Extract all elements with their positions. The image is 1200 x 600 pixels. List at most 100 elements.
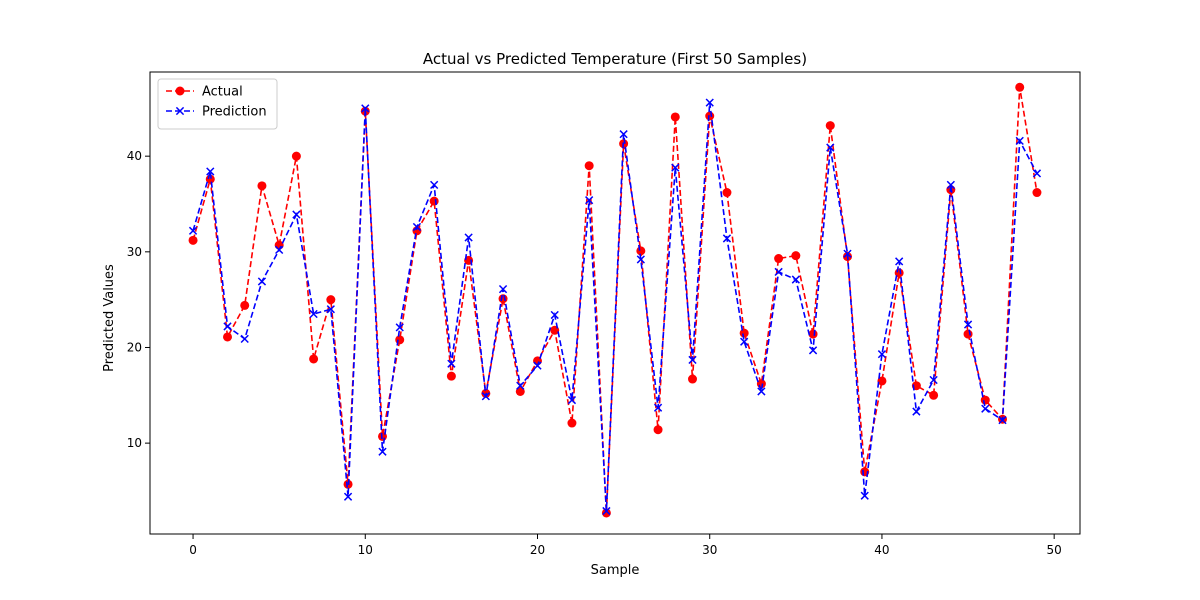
data-point-actual [309,354,319,364]
data-point-prediction [791,275,800,284]
data-point-actual [739,328,749,338]
data-point-prediction [206,167,215,176]
data-point-prediction [963,320,973,329]
x-tick-label: 50 [1047,543,1062,557]
data-point-prediction [240,334,249,344]
data-point-prediction [843,249,852,258]
data-point-prediction [946,180,955,190]
data-point-actual [825,121,835,131]
data-point-actual [705,111,715,121]
series-line-prediction [192,102,1038,512]
y-axis: 10 20 30 40 [127,149,150,450]
data-point-actual [515,386,525,396]
data-point-prediction [860,491,869,500]
data-point-prediction [929,375,938,385]
data-point-prediction [188,226,198,235]
x-tick-label: 20 [530,543,545,557]
data-point-prediction [671,163,680,172]
data-point-actual [446,371,456,381]
x-axis: 0 10 20 30 40 50 [189,534,1062,557]
data-point-prediction [998,416,1007,425]
data-point-actual [291,151,301,161]
y-axis-title: Predicted Values [102,264,117,372]
data-point-prediction [567,395,577,405]
data-point-prediction [223,322,232,331]
series-prediction [188,98,1042,516]
y-tick-label: 40 [127,149,142,163]
data-point-actual [240,300,250,310]
data-point-actual [498,294,508,304]
x-tick-label: 30 [702,543,717,557]
data-point-prediction [877,350,887,359]
legend-label-prediction: Prediction [202,105,267,120]
data-point-prediction [1032,169,1042,178]
data-point-actual [326,295,336,305]
legend-label-actual: Actual [202,85,243,100]
data-point-actual [584,161,594,171]
data-point-actual [223,332,232,342]
data-point-actual [791,251,801,261]
series-line-actual [192,87,1038,513]
data-point-prediction [636,255,645,264]
plot-area [188,82,1042,518]
data-point-prediction [585,196,594,205]
data-point-prediction [602,506,611,516]
data-point-prediction [808,346,818,355]
data-point-prediction [653,403,663,412]
data-point-actual [774,254,784,264]
data-point-prediction [412,222,422,232]
data-point-prediction [688,355,697,365]
data-point-actual [601,508,611,518]
data-point-prediction [1015,136,1024,146]
data-point-prediction [498,284,508,294]
data-point-actual [1032,188,1042,198]
data-point-prediction [430,180,439,190]
data-point-prediction [257,277,267,286]
x-tick-label: 10 [358,543,373,557]
legend: Actual Prediction [157,78,278,130]
data-point-prediction [774,267,783,277]
data-point-actual [257,181,267,191]
data-point-actual [688,374,697,384]
data-point-actual [1015,82,1025,92]
data-point-actual [963,329,973,339]
y-tick-label: 20 [127,340,142,354]
plot-frame [149,71,1081,535]
data-point-actual [653,425,663,435]
data-point-prediction [722,234,732,243]
data-point-prediction [395,323,404,332]
data-point-actual [429,196,439,206]
data-point-prediction [619,130,628,139]
x-tick-label: 40 [874,543,889,557]
x-tick-label: 0 [189,543,197,557]
data-point-prediction [740,337,749,346]
data-point-actual [188,235,198,245]
data-point-prediction [343,492,353,501]
data-point-prediction [275,245,284,255]
data-point-prediction [309,309,318,319]
legend-marker-actual [175,86,185,96]
data-point-prediction [516,381,525,390]
chart-title: Actual vs Predicted Temperature (First 5… [423,50,807,68]
data-point-prediction [292,210,301,219]
data-point-prediction [326,305,335,314]
x-axis-title: Sample [591,563,640,578]
data-point-actual [722,188,732,198]
data-point-prediction [550,310,559,320]
data-point-prediction [757,387,766,396]
data-point-prediction [705,98,714,107]
y-tick-label: 10 [127,436,142,450]
data-point-prediction [895,257,904,266]
data-point-actual [980,395,990,405]
data-point-prediction [912,407,921,416]
data-point-actual [670,112,680,122]
data-point-prediction [361,104,370,113]
data-point-actual [395,335,405,345]
data-point-prediction [981,404,990,413]
data-point-prediction [826,143,835,152]
data-point-prediction [481,392,490,401]
data-point-actual [929,390,939,400]
data-point-prediction [464,233,473,242]
